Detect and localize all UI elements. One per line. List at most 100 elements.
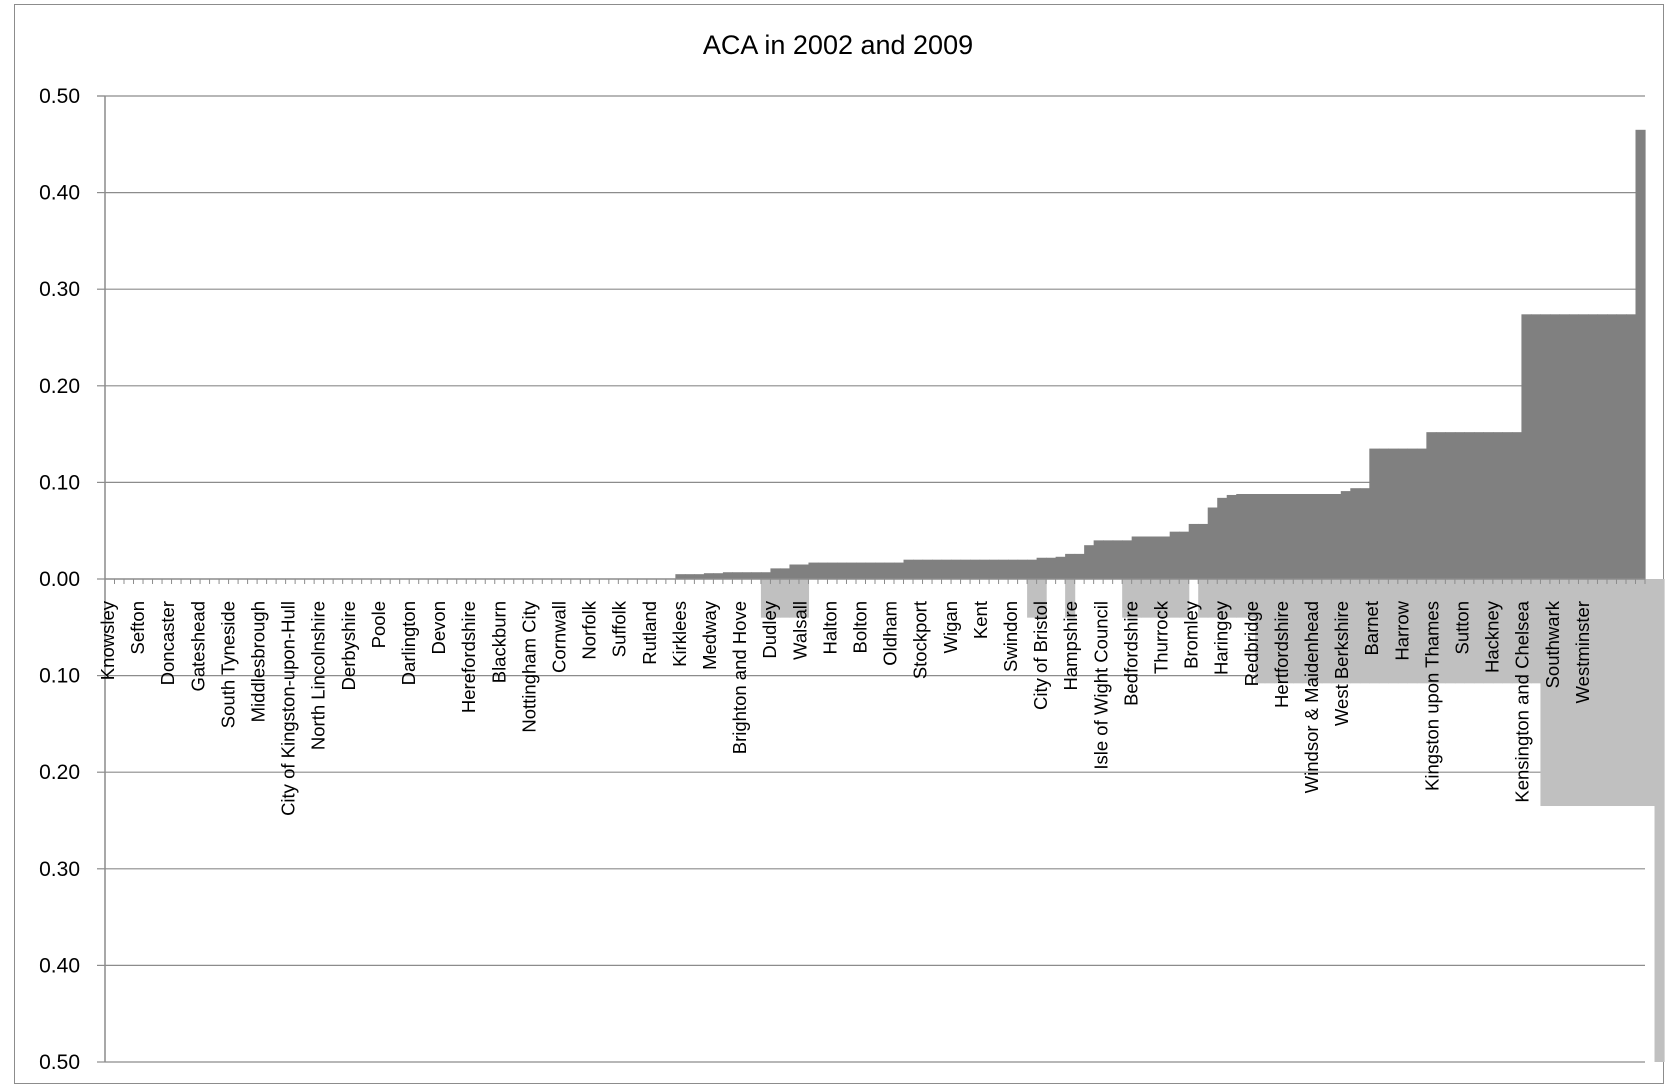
x-tick-label: Suffolk [609, 600, 630, 657]
bar [827, 562, 838, 579]
bar [798, 579, 810, 618]
bar [1131, 536, 1142, 579]
bar [1616, 314, 1627, 579]
x-tick-label: Medway [699, 600, 720, 670]
y-tick-label: 0.50 [39, 85, 80, 108]
bar [1559, 314, 1570, 579]
bar [1103, 540, 1114, 579]
bar [1274, 493, 1285, 579]
bar [932, 559, 943, 579]
bar [1236, 493, 1247, 579]
chart-title: ACA in 2002 and 2009 [703, 30, 973, 60]
y-tick-label: 0.30 [39, 278, 80, 301]
bar [1350, 579, 1361, 684]
y-tick-label: 0.50 [39, 1051, 80, 1074]
bar [1473, 432, 1484, 579]
bar [1217, 579, 1228, 618]
bar [1321, 579, 1332, 684]
bar [1397, 448, 1408, 579]
x-tick-labels: Knowsley Sefton Doncaster Gateshead South Ty… [97, 600, 1593, 816]
bar [998, 559, 1009, 579]
bar [1274, 579, 1285, 684]
bar [1331, 579, 1342, 684]
bar [1226, 579, 1237, 618]
bar [1179, 579, 1190, 618]
bar [1293, 493, 1304, 579]
bar [713, 573, 724, 579]
x-tick-label: Gateshead [187, 601, 208, 692]
x-tick-label: Blackburn [488, 601, 509, 683]
y-tick-label: 0.40 [39, 954, 80, 977]
bar [1198, 579, 1209, 618]
bar [979, 559, 990, 579]
bar [779, 579, 791, 618]
x-tick-label: Stockport [910, 601, 931, 679]
x-tick-label: Kingston upon Thames [1421, 601, 1442, 791]
bar [1160, 579, 1171, 618]
bar [1464, 432, 1475, 579]
bar [779, 568, 791, 579]
bars [675, 129, 1665, 1062]
bar [1160, 536, 1171, 579]
y-tick-label: 0.30 [39, 858, 80, 881]
bar [1492, 432, 1504, 579]
bar [1606, 314, 1618, 579]
bar [1188, 523, 1199, 579]
bar [1340, 579, 1351, 684]
bar [1492, 579, 1504, 684]
bar [1559, 579, 1570, 807]
bar [1169, 579, 1180, 618]
bar [1416, 579, 1427, 684]
x-tick-label: Hampshire [1060, 601, 1081, 690]
bar [741, 572, 753, 579]
bar [1312, 493, 1323, 579]
x-tick-label: Swindon [1000, 601, 1021, 672]
bar [1426, 432, 1437, 579]
x-tick-label: South Tyneside [217, 601, 238, 728]
x-tick-label: Herefordshire [458, 601, 479, 713]
bar [1530, 314, 1542, 579]
bar [1331, 493, 1342, 579]
bar [770, 579, 781, 618]
bar [1122, 540, 1133, 579]
x-tick-label: Westminster [1572, 601, 1593, 703]
bar [1426, 579, 1437, 684]
bar [989, 559, 1000, 579]
x-tick-label: Devon [428, 601, 449, 654]
bar [1502, 579, 1513, 684]
bar [1464, 579, 1475, 684]
x-tick-label: Kirklees [669, 601, 690, 667]
bar [1293, 579, 1304, 684]
bar [1217, 497, 1228, 579]
bar [1435, 579, 1446, 684]
bar [817, 562, 829, 579]
bar [1027, 559, 1038, 579]
x-tick-label: City of Bristol [1030, 601, 1051, 710]
x-tick-label: West Berkshire [1331, 601, 1352, 726]
x-tick-label: Brighton and Hove [729, 601, 750, 754]
bar [1207, 579, 1218, 618]
x-tick-label: Thurrock [1151, 600, 1172, 674]
bar [1027, 579, 1038, 618]
bar [1540, 314, 1551, 579]
bar [1511, 432, 1523, 579]
x-tick-label: Southwark [1542, 600, 1563, 688]
bar [1416, 448, 1427, 579]
bar [1597, 579, 1608, 807]
x-tick-label: Sutton [1452, 601, 1473, 655]
y-tick-label: 0.20 [39, 761, 80, 784]
x-tick-label: Bolton [850, 601, 871, 653]
x-tick-label: Bedfordshire [1120, 601, 1141, 706]
bar [1264, 493, 1275, 579]
y-tick-label: 0.00 [39, 568, 80, 591]
y-tick-label: 0.10 [39, 471, 80, 494]
bar [1597, 314, 1608, 579]
bar [1255, 493, 1266, 579]
bar [1540, 579, 1551, 807]
bar [1654, 579, 1665, 1062]
bar [1074, 553, 1085, 579]
bar [1530, 579, 1542, 684]
bar [1065, 579, 1076, 618]
bar [1511, 579, 1523, 684]
